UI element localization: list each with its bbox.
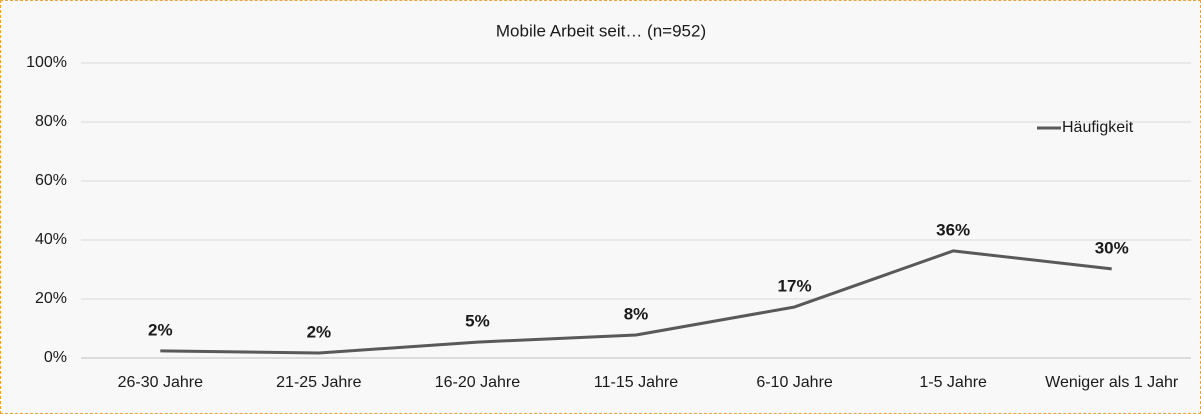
data-label: 36% [936, 220, 970, 239]
series-line [160, 249, 1112, 355]
x-tick-label: 26-30 Jahre [117, 374, 203, 391]
data-label: 5% [465, 312, 490, 331]
legend-label: Häufigkeit [1062, 119, 1134, 136]
data-label: 2% [148, 320, 173, 339]
y-tick-label: 100% [26, 54, 67, 71]
y-tick-label: 80% [35, 113, 67, 130]
x-tick-label: 16-20 Jahre [434, 374, 521, 391]
y-tick-label: 0% [44, 349, 67, 366]
x-tick-label: Weniger als 1 Jahr [1045, 374, 1179, 391]
data-label: 8% [624, 304, 649, 323]
y-tick-label: 20% [35, 290, 67, 307]
chart-title: Mobile Arbeit seit… (n=952) [496, 21, 706, 40]
y-tick-label: 60% [35, 172, 67, 189]
data-label: 2% [307, 322, 332, 341]
x-tick-label: 1-5 Jahre [919, 374, 987, 391]
data-label: 17% [778, 276, 812, 295]
x-tick-label: 6-10 Jahre [756, 374, 833, 391]
x-tick-label: 21-25 Jahre [276, 374, 362, 391]
data-label: 30% [1095, 238, 1129, 257]
y-tick-label: 40% [35, 231, 67, 248]
x-tick-label: 11-15 Jahre [593, 374, 679, 391]
